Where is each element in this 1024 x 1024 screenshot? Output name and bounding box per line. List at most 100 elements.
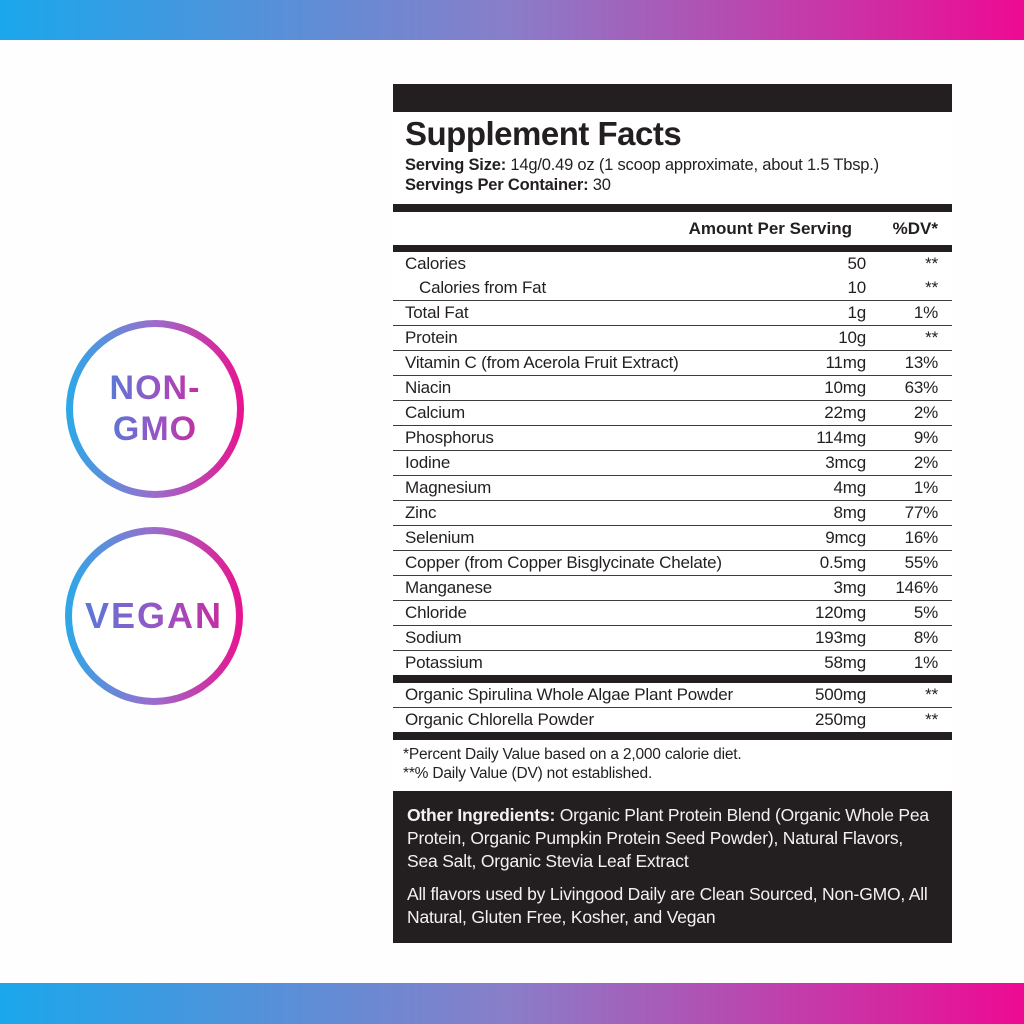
row-dv: 63% [904,378,939,397]
table-row: Potassium 58mg 1% [393,650,952,675]
row-dv: 1% [913,478,938,497]
divider-bar-thick-2 [393,675,952,683]
row-name: Niacin [405,378,452,397]
other-ingredients-label: Other Ingredients: [407,805,556,825]
table-row: Calories 50 ** [393,252,952,276]
footnotes: *Percent Daily Value based on a 2,000 ca… [393,740,952,791]
table-row: Sodium 193mg 8% [393,625,952,650]
row-dv: ** [925,710,938,729]
footnote-dv-not-established: **% Daily Value (DV) not established. [403,765,653,782]
non-gmo-badge-label: NON- GMO [110,368,201,451]
row-name: Manganese [405,578,493,597]
row-dv: ** [925,254,938,273]
row-name: Phosphorus [405,428,494,447]
vegan-badge-inner: VEGAN [72,534,236,698]
servings-per-container-line: Servings Per Container: 30 [393,175,952,195]
table-row: Organic Spirulina Whole Algae Plant Powd… [393,683,952,707]
non-gmo-badge-inner: NON- GMO [73,327,237,491]
row-name: Organic Chlorella Powder [405,710,594,729]
nutrient-rows: Calories 50 ** Calories from Fat 10 ** T… [393,252,952,675]
row-amount: 58mg [824,653,866,672]
table-row: Protein 10g ** [393,325,952,350]
row-dv: 2% [913,403,938,422]
row-dv: 55% [904,553,939,572]
table-row: Vitamin C (from Acerola Fruit Extract) 1… [393,350,952,375]
row-amount: 8mg [833,503,867,522]
row-dv: ** [925,278,938,297]
vegan-line-1: VEGAN [84,595,224,637]
row-dv: 1% [913,653,938,672]
row-name: Selenium [405,528,475,547]
row-amount: 22mg [824,403,866,422]
row-amount: 250mg [815,710,866,729]
row-name: Calories from Fat [419,278,546,297]
table-row: Magnesium 4mg 1% [393,475,952,500]
row-name: Vitamin C (from Acerola Fruit Extract) [405,353,679,372]
non-gmo-line-2: GMO [112,410,198,448]
table-row: Total Fat 1g 1% [393,300,952,325]
other-ingredients-box: Other Ingredients: Organic Plant Protein… [393,791,952,943]
row-name: Sodium [405,628,462,647]
row-amount: 10g [838,328,866,347]
table-row: Organic Chlorella Powder 250mg ** [393,707,952,732]
row-amount: 10 [847,278,866,297]
row-amount: 193mg [815,628,866,647]
table-row: Iodine 3mcg 2% [393,450,952,475]
row-name: Protein [405,328,458,347]
serving-size-value: 14g/0.49 oz (1 scoop approximate, about … [510,156,879,174]
row-amount: 114mg [816,428,866,447]
table-row: Selenium 9mcg 16% [393,525,952,550]
row-dv: 9% [913,428,938,447]
row-amount: 500mg [815,685,866,704]
row-name: Potassium [405,653,483,672]
flavors-note: All flavors used by Livingood Daily are … [407,884,928,927]
servings-per-container-value: 30 [592,176,611,194]
row-name: Copper (from Copper Bisglycinate Chelate… [405,553,722,572]
row-dv: ** [925,685,938,704]
row-name: Chloride [405,603,467,622]
row-name: Calories [405,254,466,273]
table-row: Zinc 8mg 77% [393,500,952,525]
table-row: Chloride 120mg 5% [393,600,952,625]
non-gmo-line-1: NON- [109,368,201,407]
botanical-rows: Organic Spirulina Whole Algae Plant Powd… [393,683,952,732]
vegan-badge-label: VEGAN [85,594,223,638]
row-name: Zinc [405,503,437,522]
row-dv: 77% [904,503,939,522]
vegan-badge: VEGAN [65,527,243,705]
divider-bar-medium [393,204,952,212]
column-header-amount: Amount Per Serving [688,219,852,238]
divider-bar-thick-1 [393,245,952,252]
row-name: Total Fat [405,303,469,322]
row-amount: 1g [847,303,866,322]
table-column-header: Amount Per Serving %DV* [393,212,952,245]
row-dv: 8% [913,628,938,647]
table-row: Calories from Fat 10 ** [393,276,952,300]
row-amount: 120mg [815,603,866,622]
top-gradient-bar [0,0,1024,40]
servings-per-container-label: Servings Per Container: [405,176,589,194]
divider-bar-thick-3 [393,732,952,740]
non-gmo-badge: NON- GMO [66,320,244,498]
row-dv: 2% [913,453,938,472]
panel-top-black-bar [393,84,952,112]
row-amount: 9mcg [825,528,866,547]
row-dv: 146% [895,578,938,597]
table-row: Manganese 3mg 146% [393,575,952,600]
bottom-gradient-bar [0,983,1024,1024]
row-dv: 1% [913,303,938,322]
table-row: Niacin 10mg 63% [393,375,952,400]
row-amount: 11mg [825,353,867,372]
other-ingredients-paragraph: Other Ingredients: Organic Plant Protein… [407,804,938,873]
row-amount: 4mg [833,478,867,497]
serving-size-label: Serving Size: [405,156,507,174]
row-amount: 3mg [833,578,867,597]
footnote-daily-value: *Percent Daily Value based on a 2,000 ca… [403,746,742,763]
serving-size-line: Serving Size: 14g/0.49 oz (1 scoop appro… [393,155,952,175]
other-ingredients-text: Organic Plant Protein Blend (Organic Who… [407,805,929,871]
row-amount: 0.5mg [819,553,866,572]
row-name: Iodine [405,453,451,472]
row-name: Magnesium [405,478,492,497]
row-amount: 10mg [824,378,866,397]
row-dv: ** [925,328,938,347]
